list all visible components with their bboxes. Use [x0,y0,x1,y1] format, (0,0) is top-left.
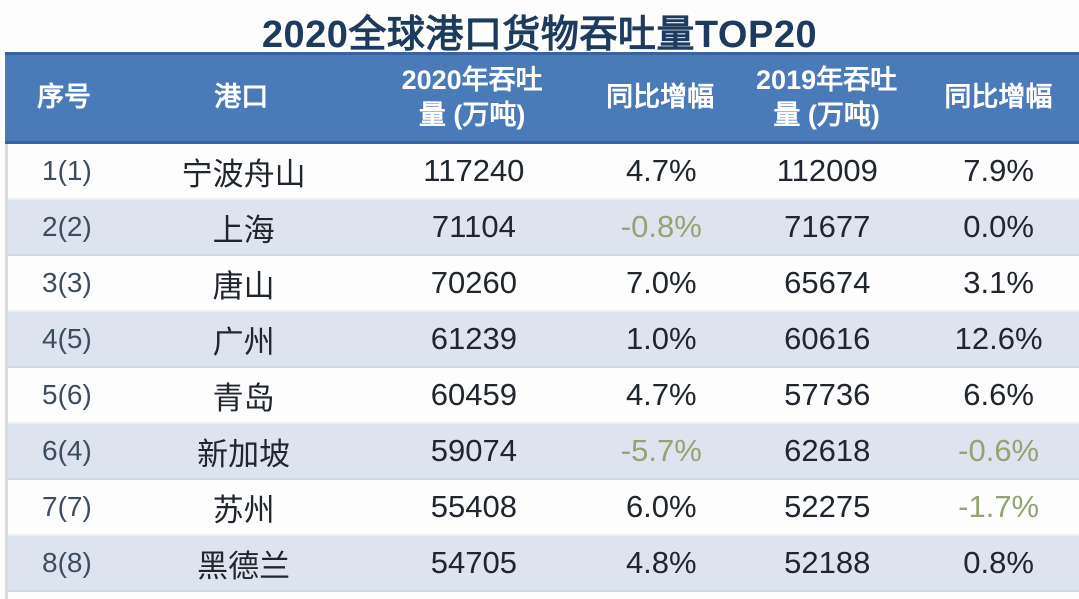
cell-2019-growth: -1.7% [958,489,1040,524]
column-header-2019-throughput: 2019年吞吐 量 (万吨) [756,64,898,130]
cell-2020-throughput: 61239 [430,321,517,356]
table-header-row: 序号 港口 2020年吞吐 量 (万吨) 同比增幅 2019年吞吐 量 (万吨)… [5,52,1079,144]
table-row: 6(4) 新加坡 59074 -5.7% 62618 -0.6% [8,424,1079,480]
cell-2019-throughput: 65674 [784,265,871,300]
column-header-rank: 序号 [37,82,92,113]
ports-throughput-table: 序号 港口 2020年吞吐 量 (万吨) 同比增幅 2019年吞吐 量 (万吨)… [5,52,1079,599]
cell-2020-growth: 7.0% [625,265,697,300]
cell-2019-throughput: 52275 [784,489,871,524]
cell-rank: 8(8) [42,547,92,578]
cell-2020-growth: 4.7% [625,377,697,412]
table-row: 7(7) 苏州 55408 6.0% 52275 -1.7% [8,480,1079,536]
cell-2019-throughput: 52188 [784,545,871,580]
cell-port-name: 黑德兰 [197,548,291,584]
cell-2019-throughput: 112009 [776,153,878,188]
cell-2019-growth: 6.6% [963,377,1034,412]
cell-2019-growth: 7.9% [963,153,1034,188]
table-row: 8(8) 黑德兰 54705 4.8% 52188 0.8% [8,536,1079,592]
cell-rank: 6(4) [42,435,92,466]
cell-2020-growth: 1.0% [625,321,697,356]
cell-2020-throughput: 55408 [430,489,517,524]
table-row: 4(5) 广州 61239 1.0% 60616 12.6% [8,312,1079,368]
cell-2020-growth: -0.8% [620,209,702,244]
cell-2020-throughput: 70260 [430,265,517,300]
table-row: 3(3) 唐山 70260 7.0% 65674 3.1% [8,256,1079,312]
table-body: 1(1) 宁波舟山 117240 4.7% 112009 7.9% 2(2) 上… [5,144,1079,599]
cell-port-name: 青岛 [212,380,275,416]
cell-2019-growth: -0.6% [958,433,1040,468]
cell-rank: 5(6) [42,379,92,410]
table-row: 5(6) 青岛 60459 4.7% 57736 6.6% [8,368,1079,424]
cell-port-name: 广州 [212,324,275,360]
cell-2020-growth: 4.7% [625,153,697,188]
cell-2020-growth: 4.8% [625,545,697,580]
page-title: 2020全球港口货物吞吐量TOP20 [261,14,818,56]
cell-port-name: 新加坡 [197,436,291,472]
column-header-2019-growth: 同比增幅 [944,82,1053,113]
cell-rank: 4(5) [42,323,92,354]
table-row: 2(2) 上海 71104 -0.8% 71677 0.0% [8,200,1079,256]
cell-2019-throughput: 71677 [784,209,871,244]
cell-rank: 1(1) [42,155,92,186]
cell-2020-throughput: 54705 [430,545,517,580]
cell-2020-throughput: 60459 [430,377,517,412]
cell-2020-throughput: 59074 [430,433,517,468]
cell-2019-growth: 12.6% [954,321,1043,356]
cell-rank: 3(3) [42,267,92,298]
cell-2020-growth: 6.0% [625,489,697,524]
cell-2019-growth: 3.1% [963,265,1034,300]
cell-2019-throughput: 57736 [784,377,871,412]
cell-2019-throughput: 60616 [784,321,871,356]
cell-2019-growth: 0.0% [963,209,1034,244]
column-header-2020-throughput: 2020年吞吐 量 (万吨) [401,64,543,130]
table-row: 9(9) 天津 50290 2.2% 49220 4.1% [8,592,1079,599]
cell-2020-throughput: 71104 [431,209,516,244]
cell-rank: 7(7) [42,491,92,522]
cell-2019-throughput: 62618 [784,433,871,468]
cell-port-name: 上海 [212,212,275,248]
table-row: 1(1) 宁波舟山 117240 4.7% 112009 7.9% [8,144,1079,200]
cell-port-name: 苏州 [212,492,275,528]
cell-port-name: 唐山 [212,268,275,304]
cell-2020-throughput: 117240 [423,153,525,188]
column-header-2020-growth: 同比增幅 [606,82,715,113]
cell-rank: 2(2) [42,211,92,242]
cell-2020-growth: -5.7% [620,433,702,468]
cell-2019-growth: 0.8% [963,545,1034,580]
column-header-port: 港口 [214,82,269,113]
cell-port-name: 宁波舟山 [181,156,306,192]
